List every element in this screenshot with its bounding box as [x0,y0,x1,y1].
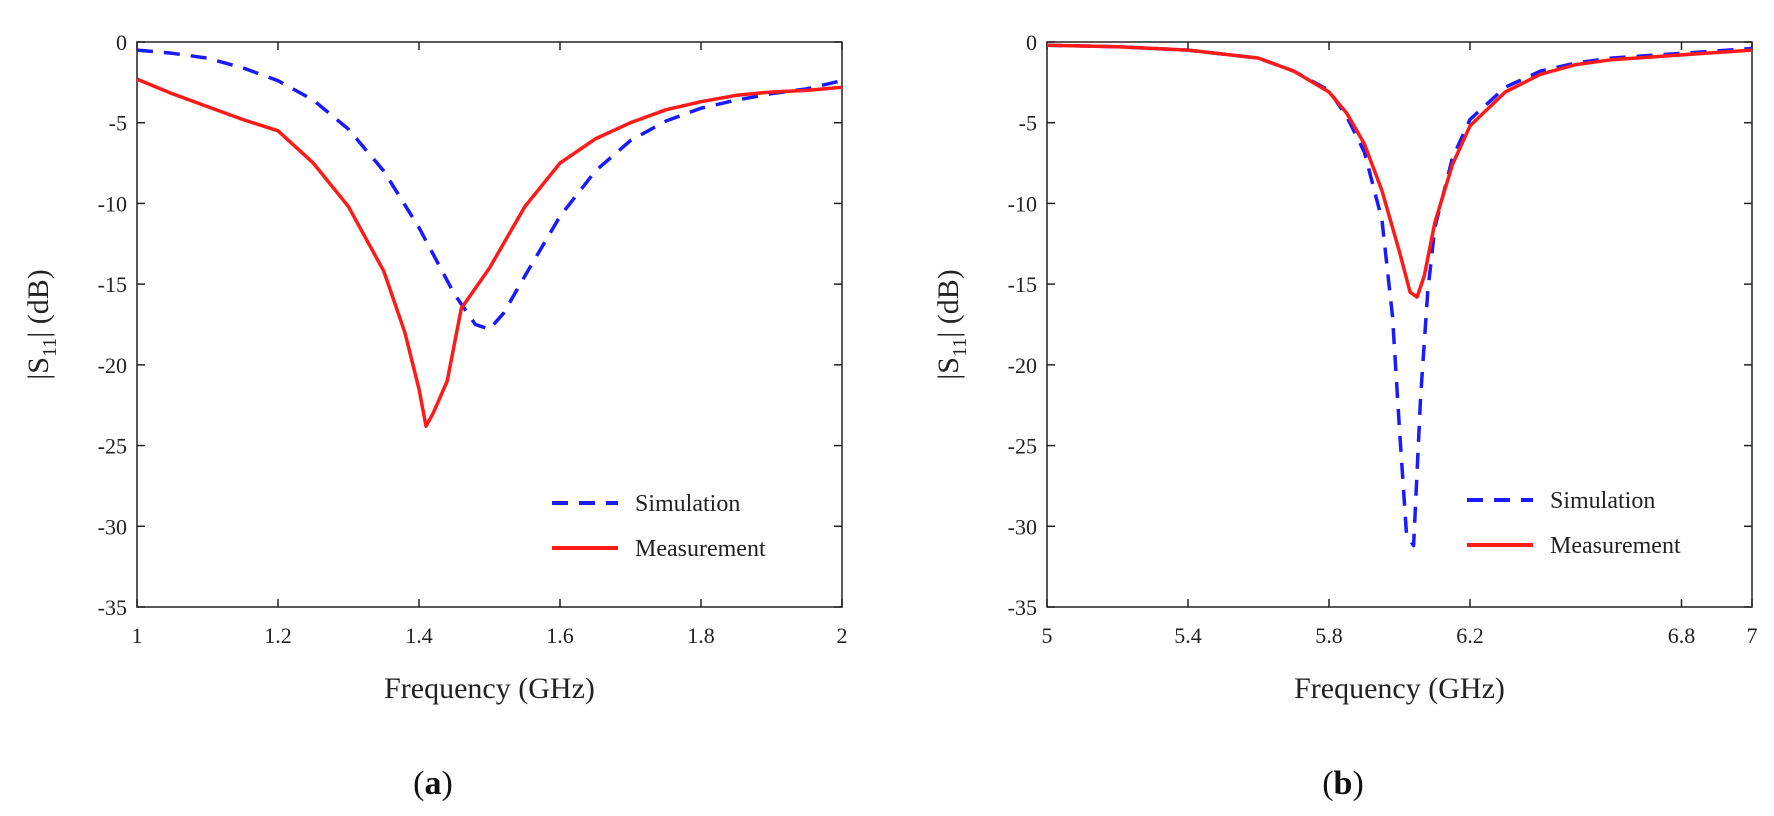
y-axis-title-a: |S11| (dB) [22,269,61,379]
series-line-simulation-a [136,48,843,332]
y-tick-label-b: -20 [1008,353,1037,378]
y-tick-label-b: -35 [1008,595,1037,620]
y-tick-label-a: -35 [98,595,127,620]
y-axis-b: 0 -5 -10 -15 -20 -25 -30 -35 [1008,30,1752,620]
legend-a: Simulation Measurement [552,491,766,562]
series-line-simulation-b [1046,43,1753,548]
x-tick-label-a: 1.6 [546,623,574,648]
series-group-a [136,48,843,428]
chart-panel-a: 1 1.2 1.4 1.6 1.8 2 0 -5 -10 -15 -20 -25 -30 -35 Fre… [22,30,848,802]
y-tick-label-b: -10 [1008,191,1037,216]
legend-b: Simulation Measurement [1467,488,1681,559]
y-tick-label-a: -10 [98,191,127,216]
legend-label-measurement-a: Measurement [635,536,766,562]
y-tick-label-a: -5 [109,111,127,136]
series-group-b [1046,43,1753,548]
y-tick-label-b: -25 [1008,434,1037,459]
x-tick-label-b: 5.8 [1315,623,1343,648]
plot-frame-b [1046,41,1753,608]
series-line-measurement-a [136,77,843,428]
y-tick-label-b: -30 [1008,514,1037,539]
x-tick-label-a: 1.8 [687,623,715,648]
x-tick-label-b: 6.2 [1456,623,1484,648]
plot-frame-a [136,41,843,608]
y-tick-label-b: -5 [1019,111,1037,136]
y-tick-label-b: 0 [1026,30,1037,55]
x-axis-title-a: Frequency (GHz) [384,672,595,705]
x-axis-title-b: Frequency (GHz) [1294,672,1505,705]
legend-label-simulation-a: Simulation [635,491,740,517]
y-tick-label-a: -30 [98,514,127,539]
x-axis-a: 1 1.2 1.4 1.6 1.8 2 [132,42,848,648]
x-tick-label-b: 7 [1747,623,1758,648]
y-tick-label-a: -25 [98,434,127,459]
x-tick-label-a: 1 [132,623,143,648]
x-tick-label-b: 5.4 [1174,623,1202,648]
x-tick-label-a: 2 [837,623,848,648]
x-axis-b: 5 5.4 5.8 6.2 6.8 7 [1042,42,1758,648]
y-axis-title-b: |S11| (dB) [932,269,971,379]
y-tick-label-b: -15 [1008,272,1037,297]
chart-panel-b: 5 5.4 5.8 6.2 6.8 7 0 -5 -10 -15 -20 -25 -30 -35 Fre… [932,30,1758,802]
panel-label-b: (b) [1322,765,1364,802]
series-line-measurement-b [1046,43,1753,299]
y-axis-a: 0 -5 -10 -15 -20 -25 -30 -35 [98,30,842,620]
x-tick-label-a: 1.2 [264,623,292,648]
panel-label-a: (a) [413,765,453,802]
y-tick-label-a: -20 [98,353,127,378]
x-tick-label-a: 1.4 [405,623,433,648]
x-tick-label-b: 6.8 [1668,623,1696,648]
x-tick-label-b: 5 [1042,623,1053,648]
y-tick-label-a: -15 [98,272,127,297]
legend-label-simulation-b: Simulation [1550,488,1655,514]
y-tick-label-a: 0 [116,30,127,55]
legend-label-measurement-b: Measurement [1550,533,1681,559]
